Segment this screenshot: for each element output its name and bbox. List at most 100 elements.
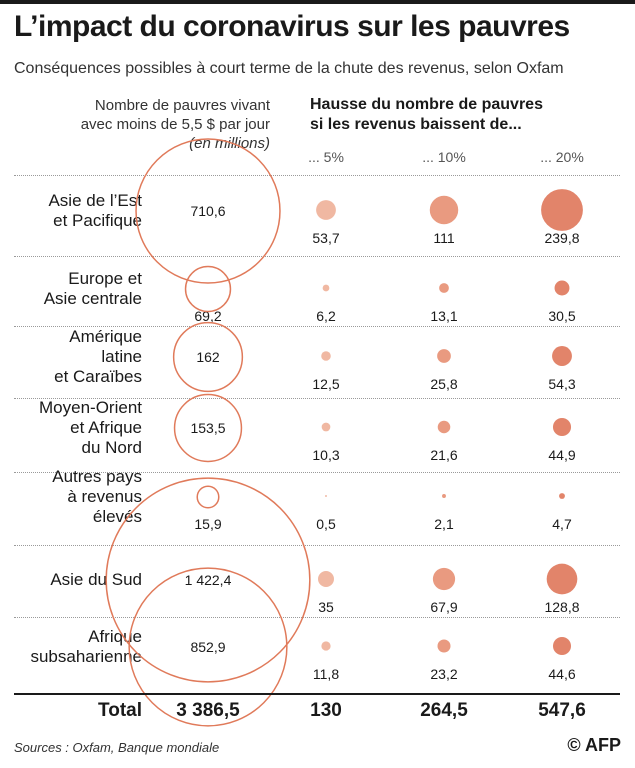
increase-bubble [559,493,565,499]
row-separator [14,472,620,473]
increase-value-label: 6,2 [316,308,336,324]
region-label-line: à revenus [67,487,142,506]
base-value-label: 15,9 [194,516,222,532]
region-label-line: Afrique [88,627,142,646]
region-label-line: du Nord [81,438,142,457]
increase-bubble [322,284,330,292]
increase-bubble [552,417,572,437]
increase-bubble [321,422,331,432]
total-10pct: 264,5 [420,700,468,721]
region-label: Europe et Asie centrale [0,269,142,309]
increase-bubble [429,195,459,225]
increase-bubble [439,283,449,293]
increase-value-label: 53,7 [312,230,340,246]
base-value-label: 153,5 [190,420,226,436]
region-label-line: Asie de l’Est [48,191,142,210]
increase-bubble [552,346,572,366]
increase-bubble [552,636,572,656]
region-label-line: Asie centrale [43,289,142,308]
region-label-line: et Caraïbes [54,367,142,386]
increase-column-header: Hausse du nombre de pauvres si les reven… [310,95,543,135]
region-label-line: subsaharienne [30,647,142,666]
region-label-line: et Afrique [70,418,142,437]
total-5pct: 130 [310,700,342,721]
increase-value-label: 239,8 [544,230,580,246]
region-label-line: élevés [92,507,142,526]
increase-value-label: 67,9 [430,599,458,615]
base-value-label: 852,9 [190,639,226,655]
increase-bubble [442,494,446,498]
base-bubble [128,567,288,727]
increase-value-label: 44,9 [548,447,576,463]
region-label: Autres pays à revenus élevés [0,467,142,527]
increase-bubble [437,639,451,653]
column-label-20pct: ... 20% [540,149,584,165]
base-bubble [184,265,232,313]
region-label-line: Asie du Sud [50,570,142,589]
sources: Sources : Oxfam, Banque mondiale [14,740,220,755]
increase-bubble [318,571,334,587]
increase-bubble [325,495,327,497]
increase-bubble [437,420,451,434]
base-value-label: 710,6 [190,203,226,219]
region-label: Asie de l’Est et Pacifique [0,191,142,231]
base-bubble [196,485,220,509]
chart-title: L’impact du coronavirus sur les pauvres [14,10,570,43]
increase-value-label: 23,2 [430,666,458,682]
region-label-line: Autres pays [52,467,142,486]
increase-value-label: 111 [433,230,455,246]
row-separator [14,175,620,176]
increase-value-label: 10,3 [312,447,340,463]
base-value-label: 1 422,4 [184,572,232,588]
row-separator [14,398,620,399]
increase-bubble [432,567,456,591]
afp-credit: © AFP [567,735,621,755]
column-label-10pct: ... 10% [422,149,466,165]
increase-value-label: 35 [318,599,334,615]
increase-bubble [437,349,451,363]
increase-value-label: 21,6 [430,447,458,463]
base-bubble [105,477,311,683]
base-bubble [135,138,281,284]
base-bubble [173,393,243,463]
increase-bubble [546,563,578,595]
total-base: 3 386,5 [176,700,240,721]
increase-bubble [541,189,583,231]
base-header-line1: Nombre de pauvres vivant [94,97,270,114]
increase-value-label: 44,6 [548,666,576,682]
increase-value-label: 4,7 [552,516,572,532]
column-label-5pct: ... 5% [308,149,344,165]
increase-value-label: 13,1 [430,308,458,324]
increase-value-label: 2,1 [434,516,454,532]
base-value-label: 162 [196,349,220,365]
region-label: Moyen-Orient et Afrique du Nord [0,398,142,458]
total-20pct: 547,6 [538,700,586,721]
increase-value-label: 30,5 [548,308,576,324]
region-label-line: latine [101,347,142,366]
region-label: Asie du Sud [0,570,142,590]
base-header-line2: avec moins de 5,5 $ par jour [80,116,270,133]
total-separator [14,693,620,695]
chart-subtitle: Conséquences possibles à court terme de … [14,60,564,77]
region-label-line: Moyen-Orient [39,398,142,417]
total-label: Total [98,700,142,721]
increase-value-label: 12,5 [312,376,340,392]
increase-header-line2: si les revenus baissent de... [310,116,522,133]
increase-bubble [316,200,336,220]
base-bubble [172,321,244,393]
increase-value-label: 25,8 [430,376,458,392]
region-label-line: Amérique [69,327,142,346]
row-separator [14,617,620,618]
region-label-line: Europe et [68,269,142,288]
region-label-line: et Pacifique [53,211,142,230]
row-separator [14,545,620,546]
top-bar [0,0,635,4]
increase-value-label: 11,8 [312,666,340,682]
increase-value-label: 54,3 [548,376,576,392]
increase-bubble [321,641,331,651]
increase-value-label: 128,8 [544,599,580,615]
increase-bubble [321,351,331,361]
increase-value-label: 0,5 [316,516,336,532]
increase-bubble [554,280,570,296]
